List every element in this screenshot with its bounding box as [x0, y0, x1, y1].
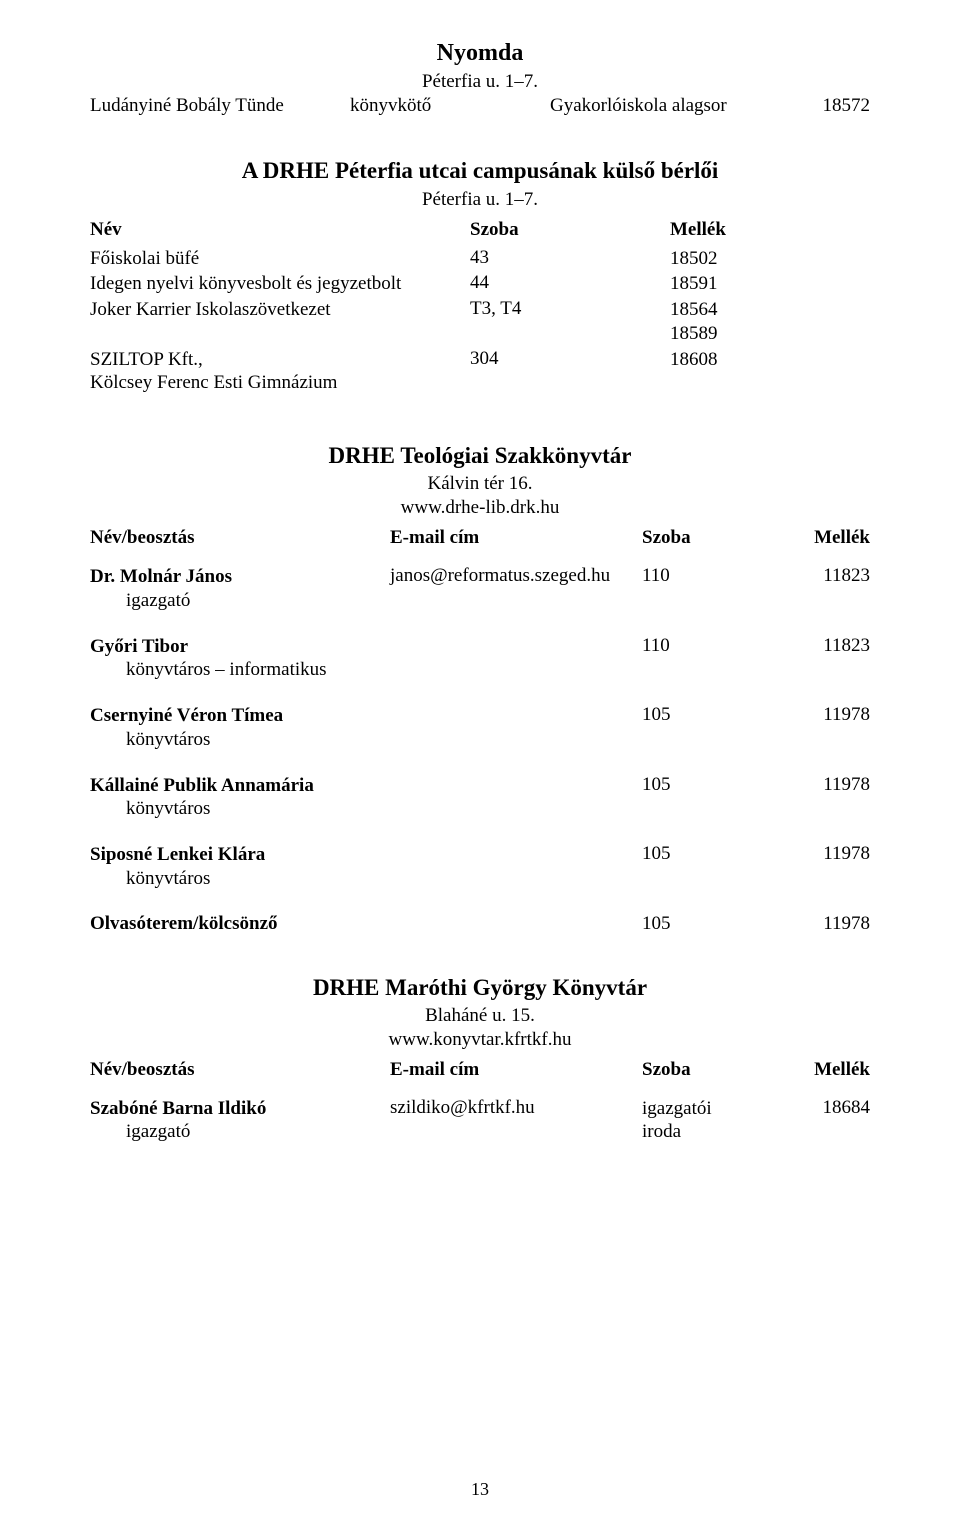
staff-ext: 11823 — [782, 565, 870, 587]
staff-room: 110 — [642, 565, 782, 587]
teologiai-last-ext: 11978 — [782, 913, 870, 935]
staff-ext: 11978 — [782, 774, 870, 796]
staff-name: Szabóné Barna Ildikóigazgató — [90, 1097, 390, 1145]
cell-ext: 18608 — [670, 348, 870, 372]
marothi-title: DRHE Maróthi György Könyvtár — [90, 975, 870, 1001]
nyomda-name: Ludányiné Bobály Tünde — [90, 95, 350, 117]
nyomda-place: Gyakorlóiskola alagsor — [550, 95, 810, 117]
berlok-title: A DRHE Péterfia utcai campusának külső b… — [90, 157, 870, 185]
teologiai-header-room: Szoba — [642, 527, 782, 549]
berlok-header-ext: Mellék — [670, 219, 870, 241]
table-row: Főiskolai büfé4318502 — [90, 247, 870, 271]
marothi-header-ext: Mellék — [782, 1059, 870, 1081]
marothi-header: Név/beosztás E-mail cím Szoba Mellék — [90, 1059, 870, 1081]
teologiai-body: Dr. Molnár Jánosigazgatójanos@reformatus… — [90, 565, 870, 891]
teologiai-header: Név/beosztás E-mail cím Szoba Mellék — [90, 527, 870, 549]
nyomda-title: Nyomda — [90, 40, 870, 67]
staff-block: Siposné Lenkei Klárakönyvtáros 10511978 — [90, 843, 870, 891]
marothi-body: Szabóné Barna Ildikóigazgatószildiko@kfr… — [90, 1097, 870, 1145]
cell-name: Idegen nyelvi könyvesbolt és jegyzetbolt — [90, 272, 470, 296]
table-row: Joker Karrier IskolaszövetkezetT3, T4185… — [90, 298, 870, 346]
marothi-url: www.konyvtar.kfrtkf.hu — [90, 1029, 870, 1051]
staff-room: 105 — [642, 843, 782, 865]
teologiai-header-email: E-mail cím — [390, 527, 642, 549]
cell-name: SZILTOP Kft.,Kölcsey Ferenc Esti Gimnázi… — [90, 348, 470, 396]
staff-email: janos@reformatus.szeged.hu — [390, 565, 642, 587]
staff-ext: 11978 — [782, 704, 870, 726]
berlok-subtitle: Péterfia u. 1–7. — [90, 189, 870, 211]
teologiai-last-name: Olvasóterem/kölcsönző — [90, 913, 390, 935]
cell-ext: 18502 — [670, 247, 870, 271]
marothi-header-room: Szoba — [642, 1059, 782, 1081]
cell-ext: 1856418589 — [670, 298, 870, 346]
staff-email: szildiko@kfrtkf.hu — [390, 1097, 642, 1119]
staff-ext: 11978 — [782, 843, 870, 865]
nyomda-row: Ludányiné Bobály Tünde könyvkötő Gyakorl… — [90, 95, 870, 117]
cell-ext: 18591 — [670, 272, 870, 296]
nyomda-ext: 18572 — [810, 95, 870, 117]
staff-ext: 18684 — [782, 1097, 870, 1119]
marothi-header-email: E-mail cím — [390, 1059, 642, 1081]
teologiai-title: DRHE Teológiai Szakkönyvtár — [90, 443, 870, 469]
berlok-body: Főiskolai büfé4318502Idegen nyelvi könyv… — [90, 247, 870, 396]
marothi-header-name: Név/beosztás — [90, 1059, 390, 1081]
staff-room: 105 — [642, 704, 782, 726]
cell-room: 44 — [470, 272, 670, 294]
teologiai-addr: Kálvin tér 16. — [90, 473, 870, 495]
marothi-addr: Blaháné u. 15. — [90, 1005, 870, 1027]
staff-block: Győri Tiborkönyvtáros – informatikus 1101… — [90, 635, 870, 683]
berlok-title-text: A DRHE Péterfia utcai campusának külső b… — [242, 158, 719, 183]
staff-room: igazgatóiiroda — [642, 1097, 782, 1145]
teologiai-lastrow: Olvasóterem/kölcsönző 105 11978 — [90, 913, 870, 935]
berlok-header: Név Szoba Mellék — [90, 219, 870, 241]
berlok-header-name: Név — [90, 219, 470, 241]
page-number: 13 — [0, 1479, 960, 1500]
staff-block: Kállainé Publik Annamáriakönyvtáros 10511… — [90, 774, 870, 822]
table-row: SZILTOP Kft.,Kölcsey Ferenc Esti Gimnázi… — [90, 348, 870, 396]
staff-name: Győri Tiborkönyvtáros – informatikus — [90, 635, 390, 683]
teologiai-header-ext: Mellék — [782, 527, 870, 549]
cell-name: Főiskolai büfé — [90, 247, 470, 271]
berlok-header-room: Szoba — [470, 219, 670, 241]
staff-room: 105 — [642, 774, 782, 796]
cell-room: 43 — [470, 247, 670, 269]
cell-name: Joker Karrier Iskolaszövetkezet — [90, 298, 470, 322]
teologiai-url: www.drhe-lib.drk.hu — [90, 497, 870, 519]
staff-name: Kállainé Publik Annamáriakönyvtáros — [90, 774, 390, 822]
cell-room: T3, T4 — [470, 298, 670, 320]
staff-name: Siposné Lenkei Klárakönyvtáros — [90, 843, 390, 891]
staff-name: Dr. Molnár Jánosigazgató — [90, 565, 390, 613]
staff-block: Szabóné Barna Ildikóigazgatószildiko@kfr… — [90, 1097, 870, 1145]
teologiai-header-name: Név/beosztás — [90, 527, 390, 549]
staff-block: Csernyiné Véron Tímeakönyvtáros 10511978 — [90, 704, 870, 752]
staff-block: Dr. Molnár Jánosigazgatójanos@reformatus… — [90, 565, 870, 613]
teologiai-last-room: 105 — [642, 913, 782, 935]
staff-ext: 11823 — [782, 635, 870, 657]
staff-room: 110 — [642, 635, 782, 657]
table-row: Idegen nyelvi könyvesbolt és jegyzetbolt… — [90, 272, 870, 296]
nyomda-subtitle: Péterfia u. 1–7. — [90, 71, 870, 93]
staff-name: Csernyiné Véron Tímeakönyvtáros — [90, 704, 390, 752]
cell-room: 304 — [470, 348, 670, 370]
nyomda-role: könyvkötő — [350, 95, 550, 117]
